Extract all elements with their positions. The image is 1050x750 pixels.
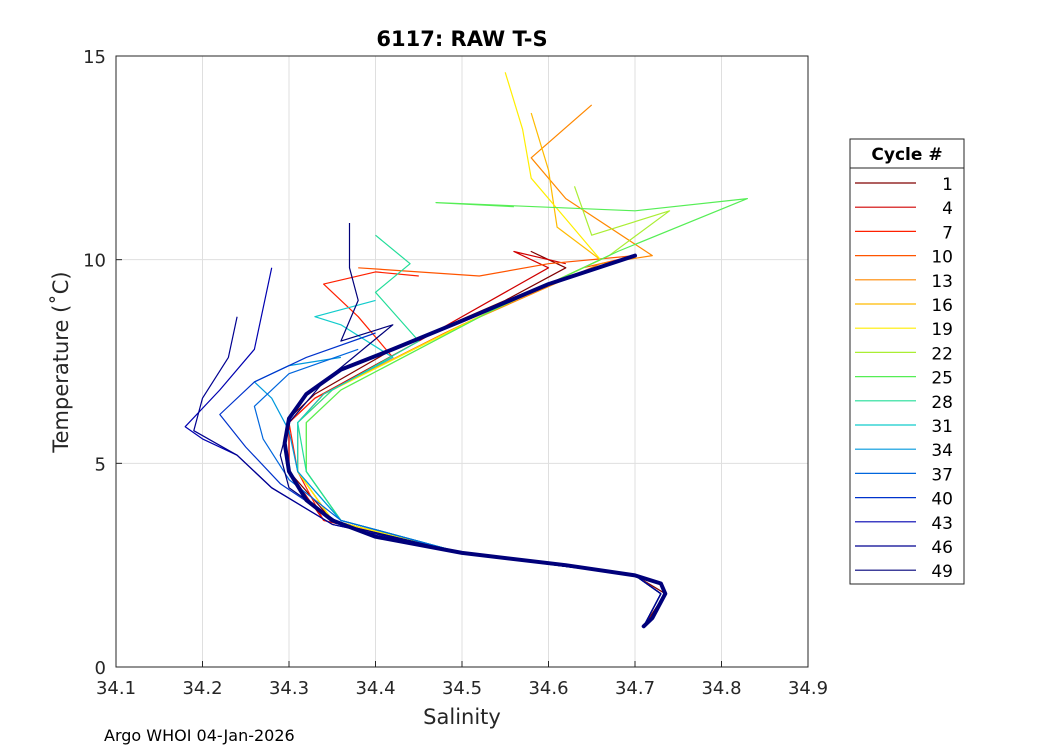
- footer-credit: Argo WHOI 04-Jan-2026: [104, 726, 295, 745]
- legend-title: Cycle #: [871, 145, 942, 165]
- y-tick-label: 0: [95, 658, 106, 679]
- legend-entry-label: 49: [931, 562, 953, 582]
- y-ticks: 0 5 10 15: [83, 47, 122, 679]
- x-axis-label: Salinity: [423, 705, 501, 729]
- series-line-cycle-19: [297, 72, 662, 627]
- legend: Cycle # 1 4 7 10 13 16 19 22 25 28 31 34 37 40 43 46 49: [849, 138, 965, 585]
- legend-box: [849, 138, 965, 585]
- legend-entry-label: 34: [931, 441, 953, 461]
- legend-entry-label: 4: [942, 199, 953, 219]
- series-line-cycle-43: [184, 267, 662, 627]
- series-line-cycle-16: [297, 112, 662, 627]
- grid-lines: [115, 55, 809, 668]
- x-tick-label: 34.4: [355, 678, 395, 699]
- x-tick-label: 34.6: [528, 678, 568, 699]
- x-tick-label: 34.3: [269, 678, 309, 699]
- y-tick-label: 10: [83, 251, 106, 272]
- legend-entry-label: 1: [942, 175, 953, 195]
- legend-entry-label: 31: [931, 417, 953, 437]
- x-tick-label: 34.1: [96, 678, 136, 699]
- legend-entry-label: 37: [931, 465, 953, 485]
- legend-entry-label: 25: [931, 369, 953, 389]
- y-axis-label: Temperature (˚C): [49, 271, 73, 453]
- legend-entry-label: 28: [931, 393, 953, 413]
- x-tick-label: 34.2: [182, 678, 222, 699]
- x-tick-label: 34.7: [615, 678, 655, 699]
- series-line-cycle-28: [297, 234, 662, 627]
- series-lines: [184, 72, 749, 629]
- chart-title: 6117: RAW T-S: [376, 27, 547, 51]
- x-ticks: 34.1 34.2 34.3 34.4 34.5 34.6 34.7 34.8 34.9: [96, 661, 828, 699]
- legend-entry-label: 46: [931, 538, 953, 558]
- series-line-cycle-49: [279, 223, 666, 627]
- y-tick-label: 15: [83, 47, 106, 68]
- legend-entry-label: 40: [931, 490, 953, 510]
- series-line-cycle-7: [288, 271, 662, 627]
- legend-entry-label: 7: [942, 223, 953, 243]
- series-line-cycle-46: [193, 316, 662, 627]
- dense-profile-core: [282, 253, 668, 629]
- legend-entry-label: 22: [931, 344, 953, 364]
- legend-entry-label: 10: [931, 248, 953, 268]
- legend-entry-label: 16: [931, 296, 953, 316]
- y-tick-label: 5: [95, 454, 106, 475]
- legend-entry-label: 43: [931, 514, 953, 534]
- x-tick-label: 34.8: [701, 678, 741, 699]
- x-tick-label: 34.5: [442, 678, 482, 699]
- legend-entries: 1 4 7 10 13 16 19 22 25 28 31 34 37 40 43 46 49: [855, 175, 953, 582]
- legend-entry-label: 13: [931, 272, 953, 292]
- legend-entry-label: 19: [931, 320, 953, 340]
- x-tick-label: 34.9: [788, 678, 828, 699]
